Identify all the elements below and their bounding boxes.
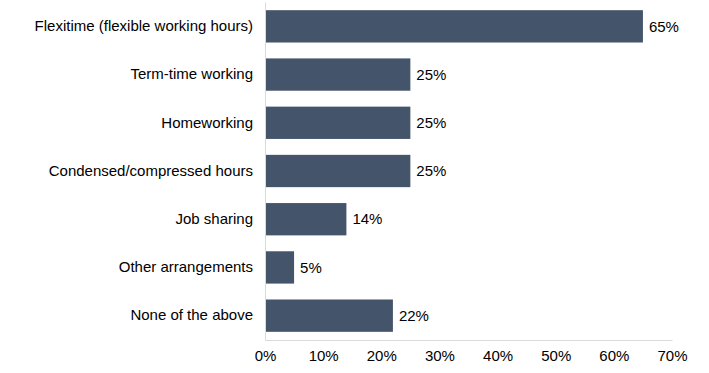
y-axis-line	[265, 3, 266, 341]
y-tick: Other arrangements	[119, 258, 265, 275]
y-tick-label: None of the above	[130, 306, 253, 323]
y-tick-label: Term-time working	[130, 65, 253, 82]
x-tick: 70%	[657, 340, 687, 364]
y-tick: None of the above	[130, 306, 265, 323]
x-tick: 30%	[425, 340, 455, 364]
data-label: 14%	[352, 210, 382, 227]
x-tick-label: 20%	[367, 347, 397, 364]
bar	[265, 299, 393, 331]
x-tick: 20%	[367, 340, 397, 364]
data-label: 25%	[416, 114, 446, 131]
bar	[265, 251, 294, 283]
data-label: 65%	[649, 18, 679, 35]
x-tick: 40%	[483, 340, 513, 364]
data-label: 5%	[300, 259, 322, 276]
y-tick: Job sharing	[175, 210, 265, 227]
y-tick: Flexitime (flexible working hours)	[35, 17, 265, 34]
y-axis: Flexitime (flexible working hours) Term-t…	[35, 3, 266, 341]
bar	[265, 10, 643, 42]
y-tick-label: Flexitime (flexible working hours)	[35, 17, 253, 34]
y-tick: Term-time working	[130, 65, 265, 82]
x-tick-label: 30%	[425, 347, 455, 364]
data-label: 25%	[416, 66, 446, 83]
x-tick-label: 0%	[255, 347, 277, 364]
y-tick-label: Homeworking	[161, 114, 253, 131]
x-tick-label: 40%	[483, 347, 513, 364]
x-axis-line	[266, 340, 673, 341]
x-tick: 60%	[599, 340, 629, 364]
x-tick-label: 70%	[657, 347, 687, 364]
bar	[265, 203, 346, 235]
y-tick-label: Condensed/compressed hours	[49, 162, 253, 179]
x-tick: 50%	[541, 340, 571, 364]
x-tick-label: 10%	[309, 347, 339, 364]
x-tick: 0%	[255, 340, 277, 364]
x-tick: 10%	[309, 340, 339, 364]
data-label: 25%	[416, 162, 446, 179]
chart: 0% 10% 20% 30% 40% 50% 60% 70% Flexitime (flexib…	[0, 0, 709, 373]
plot: 0% 10% 20% 30% 40% 50% 60% 70% Flexitime (flexib…	[35, 3, 688, 364]
bar	[265, 107, 410, 139]
bar	[265, 155, 410, 187]
x-tick-label: 60%	[599, 347, 629, 364]
data-labels: 65% 25% 25% 25% 14% 5% 22%	[300, 18, 679, 324]
data-label: 22%	[399, 307, 429, 324]
x-axis: 0% 10% 20% 30% 40% 50% 60% 70%	[255, 340, 688, 364]
bars	[265, 10, 643, 332]
y-tick-label: Job sharing	[175, 210, 253, 227]
x-tick-label: 50%	[541, 347, 571, 364]
y-tick: Condensed/compressed hours	[49, 162, 265, 179]
bar	[265, 58, 410, 90]
y-tick: Homeworking	[161, 114, 265, 131]
y-tick-label: Other arrangements	[119, 258, 253, 275]
